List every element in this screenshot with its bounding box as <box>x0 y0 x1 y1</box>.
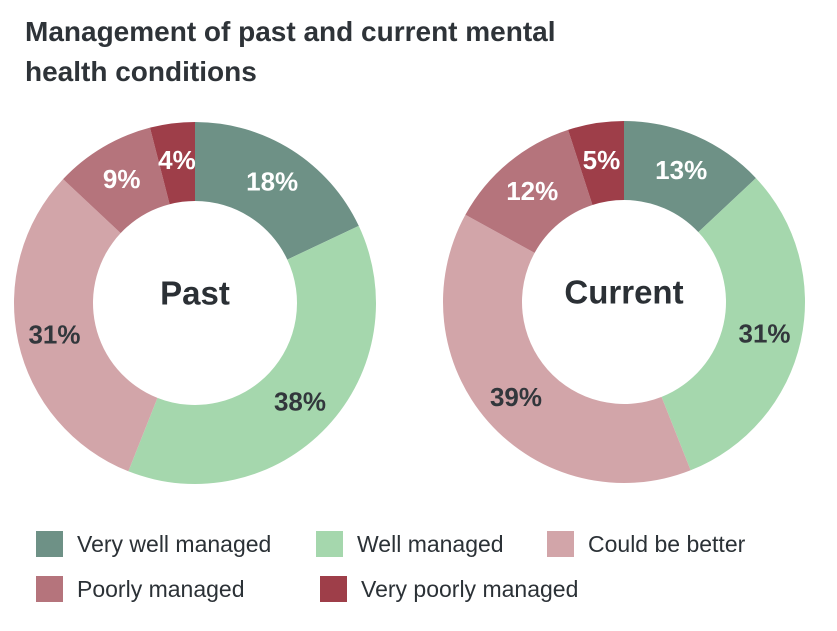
slice-value-label: 31% <box>28 319 80 349</box>
slice-value-label: 39% <box>490 382 542 412</box>
legend-swatch <box>547 531 574 557</box>
donut-slice-well-managed <box>128 225 376 484</box>
legend-swatch <box>316 531 343 557</box>
legend-item-very-well-managed: Very well managed <box>36 531 271 557</box>
slice-value-label: 18% <box>246 166 298 196</box>
donut-slice-very-poorly-managed <box>149 122 195 205</box>
legend-item-very-poorly-managed: Very poorly managed <box>320 576 578 602</box>
legend-label: Very well managed <box>77 530 272 557</box>
donut-slice-very-well-managed <box>624 121 756 233</box>
donut-slice-very-well-managed <box>195 122 359 260</box>
chart-title-line-2: health conditions <box>25 56 257 87</box>
legend-label: Poorly managed <box>77 575 245 602</box>
slice-value-label: 4% <box>158 145 196 175</box>
legend-item-could-be-better: Could be better <box>547 531 745 557</box>
donut-slice-well-managed <box>661 178 805 471</box>
slice-value-label: 13% <box>655 155 707 185</box>
legend-label: Well managed <box>357 530 504 557</box>
chart-title: Management of past and current mental he… <box>25 12 556 92</box>
legend-label: Could be better <box>588 530 746 557</box>
slice-value-label: 5% <box>583 145 621 175</box>
donut-slice-could-be-better <box>13 179 158 472</box>
donut-slice-poorly-managed <box>63 127 170 234</box>
legend-swatch <box>320 576 347 602</box>
slice-value-label: 12% <box>506 176 558 206</box>
legend-item-well-managed: Well managed <box>316 531 504 557</box>
legend-item-poorly-managed: Poorly managed <box>36 576 245 602</box>
chart-title-line-1: Management of past and current mental <box>25 16 556 47</box>
slice-value-label: 31% <box>739 318 791 348</box>
donut-chart-past: 18% 38% 31% 9% 4% Past <box>13 122 376 484</box>
donut-slice-poorly-managed <box>465 129 593 253</box>
donut-center-label: Past <box>160 275 230 312</box>
slice-value-label: 9% <box>103 164 141 194</box>
legend-swatch <box>36 576 63 602</box>
donut-center-label: Current <box>564 274 683 311</box>
legend-swatch <box>36 531 63 557</box>
donut-slice-could-be-better <box>442 214 691 483</box>
legend-label: Very poorly managed <box>361 575 579 602</box>
donut-chart-current: 13% 31% 39% 12% 5% Current <box>442 121 805 483</box>
donut-slice-very-poorly-managed <box>568 121 624 205</box>
slice-value-label: 38% <box>274 387 326 417</box>
